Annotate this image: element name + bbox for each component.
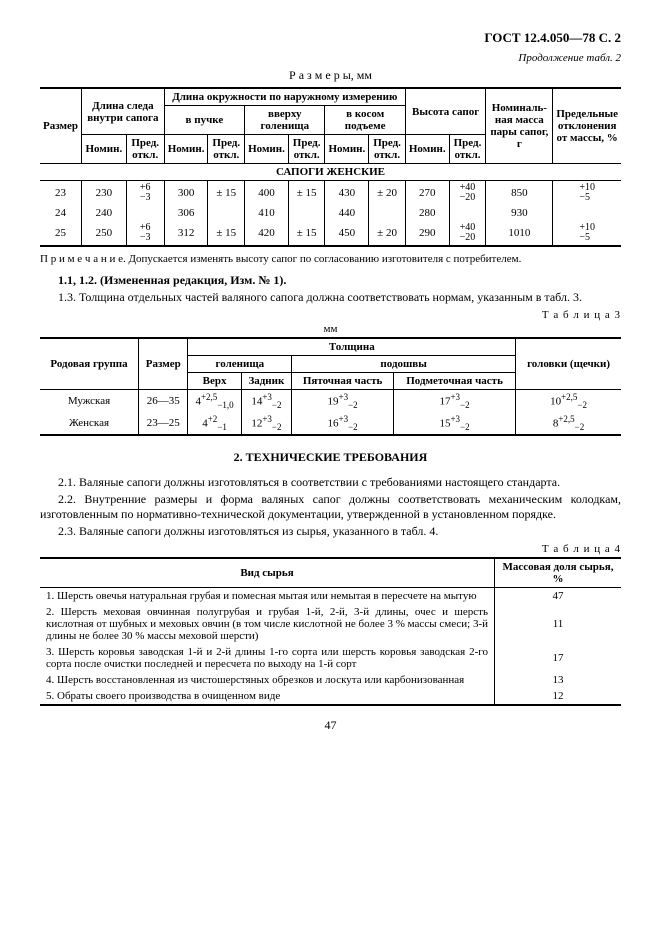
table-row: Женская23—254+2−112+3−216+3−215+3−28+2,5… (40, 412, 621, 435)
table-row: 25250+6−3312± 15420± 15450± 20290+40−201… (40, 221, 621, 246)
th-group: Родовая группа (40, 338, 139, 390)
th-shaft: голенища (188, 356, 292, 373)
table3-label: Т а б л и ц а 3 (40, 309, 621, 321)
para: 2.2. Внутренние размеры и форма валяных … (40, 492, 621, 522)
th-nom: Номин. (164, 135, 208, 164)
table-3: Родовая группа Размер Толщина головки (щ… (40, 337, 621, 436)
th-footlen: Длина следа внутри сапога (81, 88, 164, 135)
table2-caption: Р а з м е р ы, мм (40, 68, 621, 83)
th-tol: Пред. откл. (288, 135, 325, 164)
section-2-title: 2. ТЕХНИЧЕСКИЕ ТРЕБОВАНИЯ (40, 450, 621, 465)
th-circ-1: в пучке (164, 106, 244, 135)
table-continuation: Продолжение табл. 2 (40, 52, 621, 64)
th-top: Верх (188, 373, 241, 390)
th-tol: Пред. откл. (208, 135, 245, 164)
table-row: 2. Шерсть меховая овчинная полугрубая и … (40, 604, 621, 644)
th-size: Размер (40, 88, 81, 164)
table-row: 5. Обраты своего производства в очищенно… (40, 688, 621, 705)
th-sole: подошвы (292, 356, 516, 373)
th-circ-3: в косом подъеме (325, 106, 405, 135)
th-nom: Номин. (81, 135, 126, 164)
para-1-3: 1.3. Толщина отдельных частей валяного с… (40, 290, 621, 305)
th-fore: Подметочная часть (394, 373, 516, 390)
table-row: 4. Шерсть восстановленная из чистошерстя… (40, 672, 621, 688)
table-row: 24240306410440280930 (40, 205, 621, 221)
table-row: 1. Шерсть овечья натуральная грубая и по… (40, 587, 621, 604)
th-size: Размер (139, 338, 188, 390)
table4-label: Т а б л и ц а 4 (40, 543, 621, 555)
th-tol: Пред. откл. (449, 135, 486, 164)
table-row: 3. Шерсть коровья заводская 1-й и 2-й дл… (40, 644, 621, 672)
th-mass: Номиналь- ная масса пары сапог, г (486, 88, 553, 164)
table-row: Мужская26—354+2,5−1,014+3−219+3−217+3−21… (40, 390, 621, 412)
table-4: Вид сырья Массовая доля сырья, % 1. Шерс… (40, 557, 621, 706)
standard-code: ГОСТ 12.4.050—78 С. 2 (40, 30, 621, 46)
th-nom: Номин. (325, 135, 369, 164)
th-nom: Номин. (405, 135, 449, 164)
th-head: головки (щечки) (516, 338, 621, 390)
th-heel: Пяточная часть (292, 373, 394, 390)
th-height: Высота сапог (405, 88, 485, 135)
table2-note: П р и м е ч а н и е. Допускается изменят… (40, 253, 621, 265)
th-nom: Номин. (245, 135, 289, 164)
th-dev: Предельные отклонения от массы, % (553, 88, 621, 164)
th-thick: Толщина (188, 338, 516, 356)
para: 2.1. Валяные сапоги должны изготовляться… (40, 475, 621, 490)
th-circ-2: вверху голенища (245, 106, 325, 135)
table2-section: САПОГИ ЖЕНСКИЕ (40, 164, 621, 181)
para-1-1: 1.1, 1.2. (Измененная редакция, Изм. № 1… (40, 273, 621, 288)
th-share: Массовая доля сырья, % (495, 558, 622, 588)
th-material: Вид сырья (40, 558, 495, 588)
th-circ: Длина окружности по наружному измерению (164, 88, 405, 106)
th-back: Задник (241, 373, 292, 390)
th-tol: Пред. откл. (369, 135, 406, 164)
page-number: 47 (40, 718, 621, 733)
table-2: Размер Длина следа внутри сапога Длина о… (40, 87, 621, 247)
table3-unit: мм (40, 323, 621, 335)
para: 2.3. Валяные сапоги должны изготовляться… (40, 524, 621, 539)
table-row: 23230+6−3300± 15400± 15430± 20270+40−208… (40, 181, 621, 206)
th-tol: Пред. откл. (126, 135, 164, 164)
